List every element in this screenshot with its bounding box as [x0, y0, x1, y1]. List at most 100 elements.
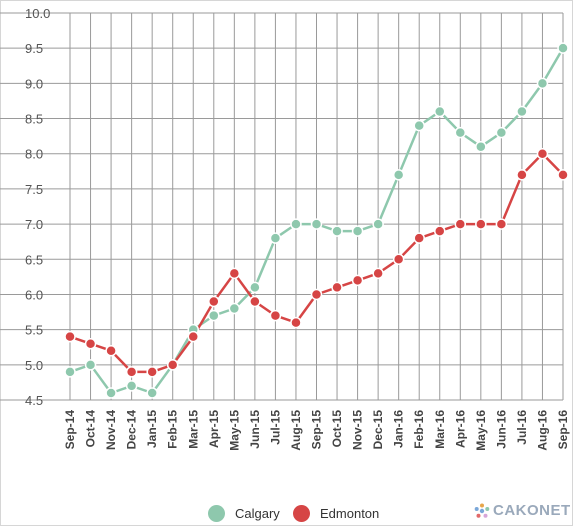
data-point-calgary[interactable] [290, 218, 302, 230]
x-tick-label: Sep-16 [556, 410, 570, 450]
data-point-edmonton[interactable] [495, 218, 508, 230]
legend: Calgary Edmonton [0, 505, 573, 525]
watermark-text: CAKONET [493, 502, 571, 519]
data-point-calgary[interactable] [249, 281, 261, 294]
data-point-edmonton[interactable] [434, 225, 446, 237]
data-point-calgary[interactable] [536, 77, 549, 90]
x-tick-label: Feb-16 [412, 410, 426, 449]
data-point-edmonton[interactable] [557, 169, 569, 181]
data-point-edmonton[interactable] [64, 330, 76, 343]
x-tick-label: May-16 [474, 410, 488, 451]
data-point-edmonton[interactable] [331, 281, 343, 294]
data-point-edmonton[interactable] [228, 267, 241, 280]
data-point-edmonton[interactable] [105, 344, 117, 357]
data-point-calgary[interactable] [434, 105, 446, 118]
data-point-edmonton[interactable] [125, 366, 138, 378]
y-axis-ticks: 4.5 5.0 5.5 6.0 6.5 7.0 7.5 8.0 8.5 9.0 9.5 10.0 [25, 6, 50, 408]
x-axis-ticks: Sep-14 Oct-14 Nov-14 Dec-14 Jan-15 Feb-15 Mar-… [63, 410, 570, 451]
y-tick-label: 7.5 [25, 182, 43, 197]
data-point-calgary[interactable] [495, 126, 508, 139]
x-tick-label: Dec-14 [125, 410, 139, 450]
data-point-calgary[interactable] [228, 302, 241, 315]
x-tick-label: Oct-14 [84, 410, 98, 448]
watermark-logo-icon [474, 503, 490, 518]
data-point-edmonton[interactable] [516, 169, 528, 181]
y-tick-label: 8.0 [25, 147, 43, 162]
legend-item-edmonton[interactable]: Edmonton [293, 505, 379, 522]
data-point-calgary[interactable] [454, 126, 467, 139]
legend-label-edmonton: Edmonton [320, 506, 380, 521]
x-tick-label: Mar-16 [433, 410, 447, 449]
data-point-edmonton[interactable] [310, 288, 323, 301]
data-point-calgary[interactable] [475, 140, 487, 153]
data-point-calgary[interactable] [105, 387, 117, 399]
data-point-calgary[interactable] [146, 387, 158, 399]
legend-label-calgary: Calgary [235, 506, 280, 521]
x-tick-label: Feb-15 [166, 410, 180, 449]
data-point-edmonton[interactable] [454, 218, 467, 230]
y-tick-label: 10.0 [25, 6, 50, 21]
grid [0, 12, 564, 401]
data-point-edmonton[interactable] [208, 295, 220, 308]
x-tick-label: Apr-15 [207, 410, 221, 448]
data-point-edmonton[interactable] [249, 295, 261, 308]
data-point-calgary[interactable] [125, 380, 138, 392]
legend-swatch-calgary [208, 505, 225, 522]
y-tick-label: 9.5 [25, 41, 43, 56]
x-tick-label: Jun-15 [248, 410, 262, 449]
data-point-edmonton[interactable] [84, 337, 97, 350]
x-tick-label: Mar-15 [186, 410, 200, 449]
data-point-calgary[interactable] [310, 218, 323, 230]
y-tick-label: 7.0 [25, 217, 43, 232]
data-point-edmonton[interactable] [187, 330, 199, 343]
x-tick-label: Nov-14 [104, 410, 118, 450]
y-tick-label: 8.5 [25, 112, 43, 127]
data-point-edmonton[interactable] [413, 232, 425, 244]
legend-swatch-edmonton [293, 505, 310, 522]
x-tick-label: Jan-15 [145, 410, 159, 448]
data-point-edmonton[interactable] [269, 309, 282, 322]
data-point-calgary[interactable] [516, 105, 528, 118]
data-point-calgary[interactable] [413, 119, 425, 132]
x-tick-label: Sep-14 [63, 410, 77, 450]
data-point-calgary[interactable] [269, 232, 282, 244]
data-point-calgary[interactable] [208, 309, 220, 322]
x-tick-label: Oct-15 [330, 410, 344, 448]
x-tick-label: Nov-15 [351, 410, 365, 450]
y-tick-label: 6.0 [25, 287, 43, 302]
x-tick-label: Aug-16 [535, 410, 549, 451]
data-point-edmonton[interactable] [290, 316, 302, 329]
data-point-edmonton[interactable] [475, 218, 487, 230]
x-tick-label: Aug-15 [289, 410, 303, 451]
y-tick-label: 5.5 [25, 323, 43, 338]
x-tick-label: May-15 [227, 410, 241, 451]
y-tick-label: 6.5 [25, 252, 43, 267]
y-tick-label: 9.0 [25, 76, 43, 91]
series-points [64, 42, 569, 399]
x-tick-label: Jul-15 [268, 410, 282, 445]
x-tick-label: Jan-16 [392, 410, 406, 448]
data-point-calgary[interactable] [372, 218, 384, 230]
data-point-edmonton[interactable] [536, 147, 549, 160]
data-point-calgary[interactable] [84, 359, 97, 371]
x-tick-label: Jul-16 [515, 410, 529, 445]
legend-item-calgary[interactable]: Calgary [208, 505, 280, 522]
y-tick-label: 5.0 [25, 358, 43, 373]
x-tick-label: Apr-16 [453, 410, 467, 448]
data-point-edmonton[interactable] [146, 366, 158, 378]
data-point-calgary[interactable] [64, 366, 76, 378]
watermark: CAKONET [474, 502, 571, 519]
data-point-edmonton[interactable] [392, 253, 405, 266]
x-tick-label: Dec-15 [371, 410, 385, 450]
data-point-edmonton[interactable] [166, 359, 179, 371]
x-tick-label: Jun-16 [494, 410, 508, 449]
data-point-calgary[interactable] [331, 225, 343, 237]
data-point-calgary[interactable] [392, 169, 405, 181]
data-point-calgary[interactable] [351, 225, 364, 237]
x-tick-label: Sep-15 [310, 410, 324, 450]
data-point-edmonton[interactable] [351, 274, 364, 287]
data-point-edmonton[interactable] [372, 267, 384, 280]
data-point-calgary[interactable] [557, 42, 569, 54]
